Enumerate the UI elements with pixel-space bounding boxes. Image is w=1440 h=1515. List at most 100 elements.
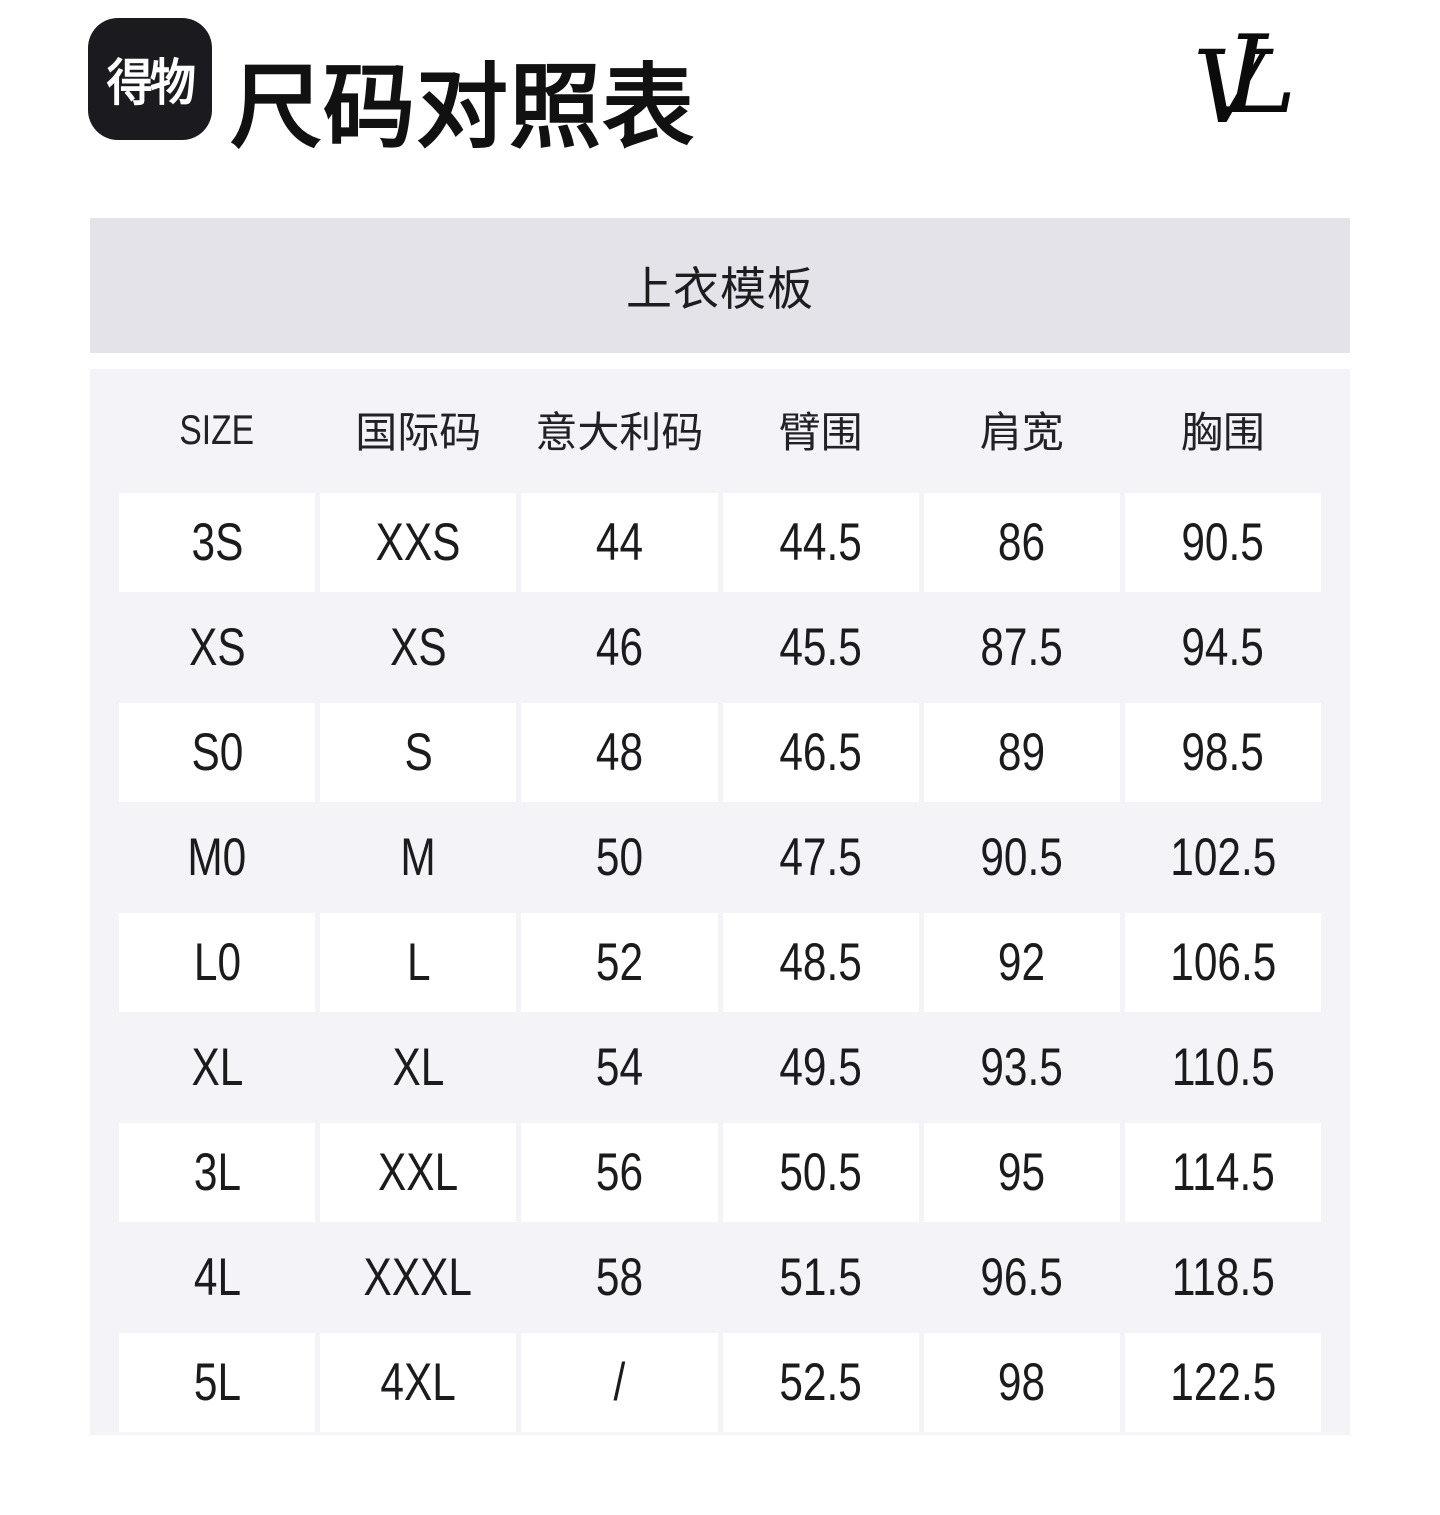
column-header-size: SIZE [119, 406, 315, 454]
cell-text: 48.5 [779, 933, 862, 992]
table-cell: 86 [923, 493, 1120, 592]
table-cell: 58 [521, 1228, 717, 1327]
table-cell: 46.5 [722, 703, 919, 802]
cell-text: XL [392, 1038, 445, 1097]
table-cell: 90.5 [1124, 493, 1321, 592]
column-header-size-text: SIZE [179, 405, 255, 453]
table-row: M0 M 50 47.5 90.5 102.5 [119, 805, 1321, 910]
cell-text: 50.5 [779, 1143, 862, 1202]
cell-text: 3L [193, 1143, 241, 1202]
table-cell: 90.5 [924, 808, 1120, 907]
size-table: SIZE 国际码 意大利码 臂围 肩宽 胸围 3S XXS 44 44.5 86… [90, 369, 1350, 1435]
cell-text: 89 [998, 723, 1046, 782]
section-title: 上衣模板 [626, 262, 814, 315]
cell-text: 54 [595, 1038, 643, 1097]
table-row: 4L XXXL 58 51.5 96.5 118.5 [119, 1225, 1321, 1330]
table-cell: 48.5 [722, 913, 919, 1012]
table-cell: 4XL [320, 1333, 517, 1432]
table-cell: 3L [119, 1123, 316, 1222]
cell-text: M [400, 828, 436, 887]
cell-text: XXXL [364, 1248, 473, 1307]
column-header-arm: 臂围 [723, 399, 919, 460]
table-row: S0 S 48 46.5 89 98.5 [119, 700, 1321, 805]
table-row: 3S XXS 44 44.5 86 90.5 [119, 490, 1321, 595]
cell-text: 46 [595, 618, 643, 677]
table-body: 3S XXS 44 44.5 86 90.5 XS XS 46 45.5 87.… [119, 490, 1321, 1435]
table-header-row: SIZE 国际码 意大利码 臂围 肩宽 胸围 [119, 369, 1321, 490]
dewu-logo-text: 得物 [106, 55, 196, 111]
cell-text: 52.5 [779, 1353, 862, 1412]
lv-brand-logo-icon: V L [1193, 22, 1310, 146]
cell-text: 46.5 [779, 723, 862, 782]
cell-text: 86 [998, 513, 1046, 572]
table-cell: 49.5 [723, 1018, 919, 1117]
cell-text: 114.5 [1171, 1143, 1275, 1202]
cell-text: 47.5 [779, 828, 862, 887]
table-cell: 106.5 [1124, 913, 1321, 1012]
cell-text: 93.5 [980, 1038, 1063, 1097]
cell-text: 52 [595, 933, 643, 992]
cell-text: 5L [193, 1353, 241, 1412]
table-cell: 54 [521, 1018, 717, 1117]
cell-text: 58 [595, 1248, 643, 1307]
table-cell: 89 [923, 703, 1120, 802]
table-cell: 48 [521, 703, 718, 802]
table-cell: 94.5 [1125, 598, 1321, 697]
table-cell: XXXL [320, 1228, 516, 1327]
cell-text: 102.5 [1169, 828, 1276, 887]
cell-text: 95 [998, 1143, 1046, 1202]
column-header-chest-text: 胸围 [1180, 409, 1265, 456]
section-header-bar: 上衣模板 [90, 218, 1350, 353]
table-cell: 122.5 [1124, 1333, 1321, 1432]
cell-text: 110.5 [1171, 1038, 1275, 1097]
cell-text: 98.5 [1181, 723, 1265, 782]
table-row: XS XS 46 45.5 87.5 94.5 [119, 595, 1321, 700]
table-row: L0 L 52 48.5 92 106.5 [119, 910, 1321, 1015]
table-cell: 93.5 [924, 1018, 1120, 1117]
table-cell: S0 [119, 703, 316, 802]
table-row: 3L XXL 56 50.5 95 114.5 [119, 1120, 1321, 1225]
cell-text: 106.5 [1169, 933, 1276, 992]
table-cell: 3S [119, 493, 316, 592]
table-cell: M [320, 808, 516, 907]
cell-text: 44.5 [779, 513, 862, 572]
cell-text: 122.5 [1169, 1353, 1276, 1412]
cell-text: 49.5 [779, 1038, 862, 1097]
column-header-italy: 意大利码 [521, 399, 717, 460]
cell-text: 3S [191, 513, 244, 572]
table-cell: 110.5 [1125, 1018, 1321, 1117]
table-cell: 44 [521, 493, 718, 592]
table-cell: 98.5 [1124, 703, 1321, 802]
table-cell: 50.5 [722, 1123, 919, 1222]
table-cell: 98 [923, 1333, 1120, 1432]
table-cell: L0 [119, 913, 316, 1012]
cell-text: 87.5 [980, 618, 1063, 677]
cell-text: 45.5 [779, 618, 862, 677]
table-cell: 44.5 [722, 493, 919, 592]
table-row: XL XL 54 49.5 93.5 110.5 [119, 1015, 1321, 1120]
lv-logo-letter-v: V [1193, 29, 1266, 146]
cell-text: M0 [187, 828, 247, 887]
cell-text: 51.5 [779, 1248, 862, 1307]
cell-text: 4L [193, 1248, 241, 1307]
cell-text: 56 [595, 1143, 643, 1202]
table-cell: 87.5 [924, 598, 1120, 697]
table-cell: 5L [119, 1333, 316, 1432]
table-cell: 102.5 [1125, 808, 1321, 907]
table-cell: S [320, 703, 517, 802]
table-cell: 52.5 [722, 1333, 919, 1432]
cell-text: S0 [191, 723, 244, 782]
cell-text: 44 [595, 513, 643, 572]
cell-text: XXL [378, 1143, 459, 1202]
dewu-logo: 得物 [88, 18, 212, 140]
column-header-chest: 胸围 [1125, 399, 1321, 460]
table-cell: 47.5 [723, 808, 919, 907]
table-cell: / [521, 1333, 718, 1432]
cell-text: 94.5 [1181, 618, 1265, 677]
page-header: 得物 尺码对照表 V L [0, 0, 1440, 218]
cell-text: 90.5 [1181, 513, 1265, 572]
table-cell: XL [320, 1018, 516, 1117]
cell-text: XS [188, 618, 246, 677]
cell-text: 90.5 [980, 828, 1063, 887]
column-header-shoulder: 肩宽 [924, 399, 1120, 460]
